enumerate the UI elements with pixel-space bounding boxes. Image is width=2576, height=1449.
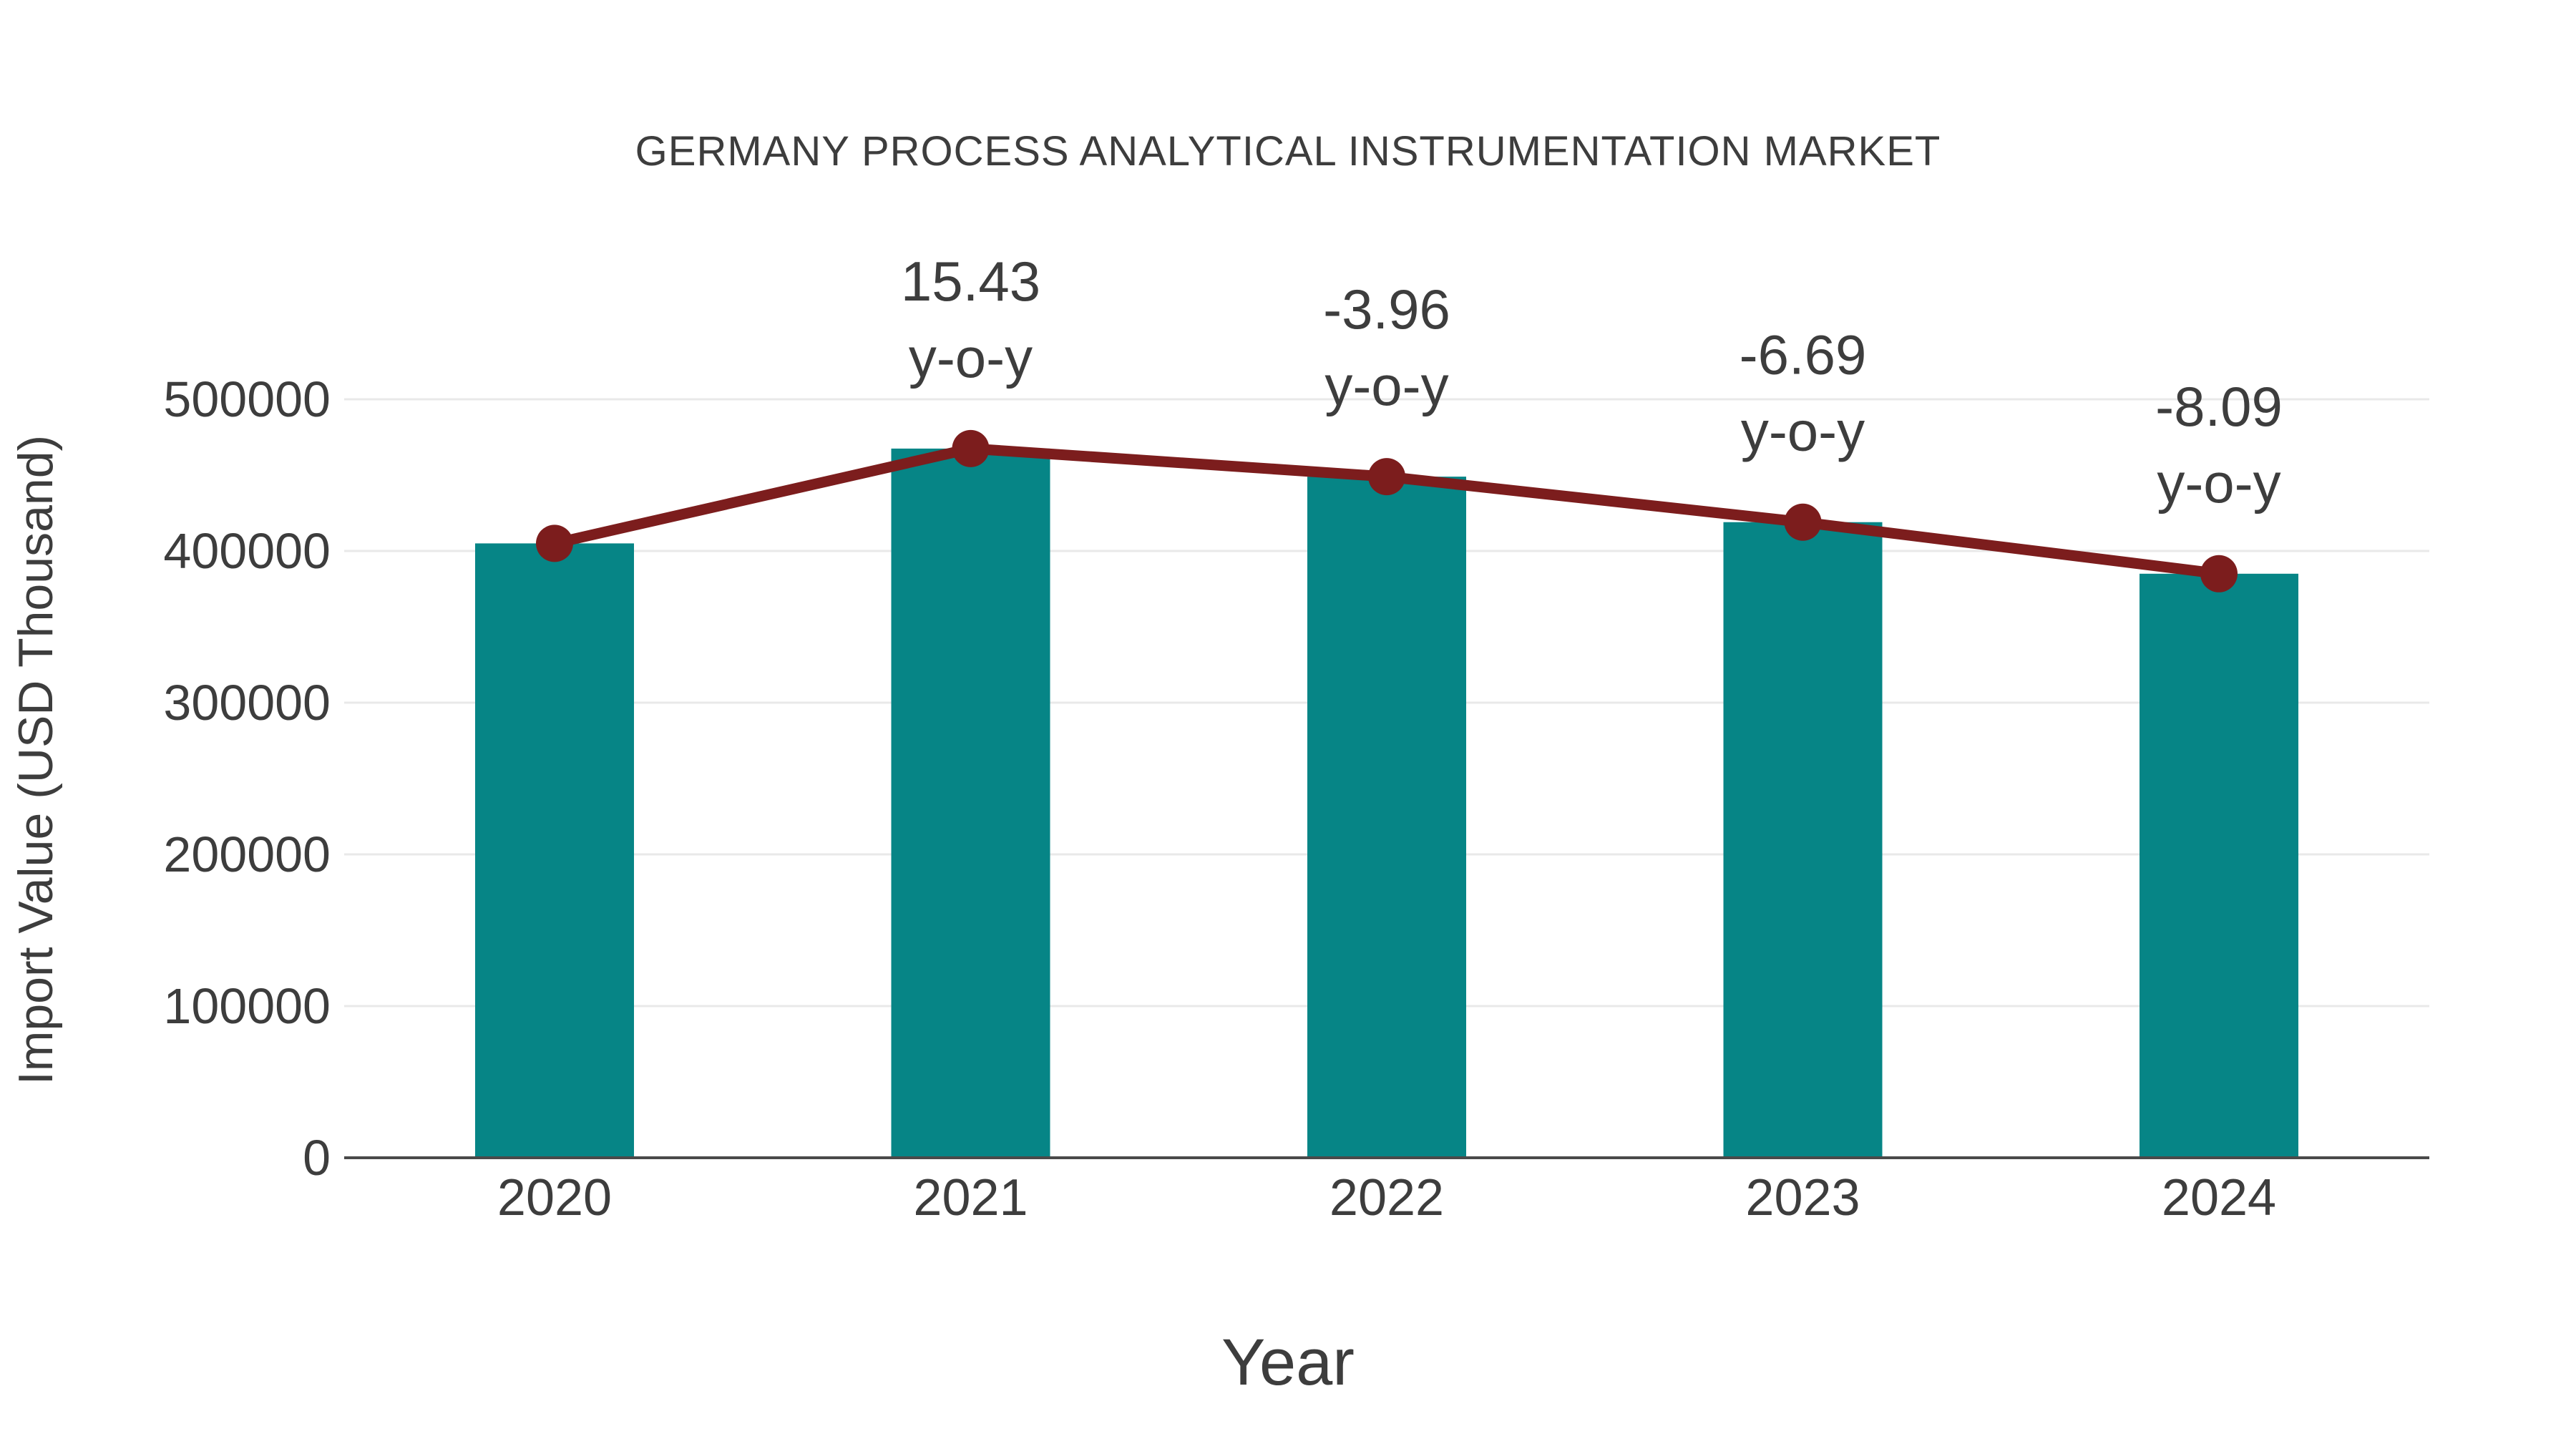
marker-2023 (1784, 503, 1822, 541)
marker-2021 (952, 429, 990, 467)
annotation-value-2023: -6.69 (1740, 323, 1867, 386)
bar-2020 (475, 543, 634, 1158)
x-tick-label-2020: 2020 (497, 1169, 612, 1226)
x-axis-title: Year (1221, 1326, 1355, 1399)
y-axis-title: Import Value (USD Thousand) (9, 434, 63, 1085)
x-tick-label-2024: 2024 (2162, 1169, 2276, 1226)
marker-2022 (1368, 458, 1405, 496)
y-tick-label-100000: 100000 (163, 978, 331, 1034)
annotation-suffix-2023: y-o-y (1741, 400, 1865, 463)
y-tick-label-0: 0 (303, 1130, 331, 1186)
y-tick-label-300000: 300000 (163, 675, 331, 731)
annotation-value-2024: -8.09 (2155, 375, 2283, 438)
marker-2020 (536, 525, 573, 562)
annotation-suffix-2021: y-o-y (909, 326, 1033, 389)
annotation-value-2022: -3.96 (1323, 278, 1450, 341)
annotation-suffix-2022: y-o-y (1324, 354, 1448, 417)
bar-2024 (2140, 573, 2298, 1158)
x-tick-label-2022: 2022 (1330, 1169, 1444, 1226)
annotation-value-2021: 15.43 (901, 250, 1040, 313)
bar-2023 (1723, 522, 1883, 1158)
y-tick-label-500000: 500000 (163, 371, 331, 427)
x-tick-label-2023: 2023 (1745, 1169, 1860, 1226)
y-tick-label-400000: 400000 (163, 523, 331, 579)
y-tick-label-200000: 200000 (163, 826, 331, 882)
bar-2022 (1307, 477, 1466, 1158)
marker-2024 (2200, 555, 2238, 592)
annotation-suffix-2024: y-o-y (2157, 452, 2280, 514)
chart-title: GERMANY PROCESS ANALYTICAL INSTRUMENTATI… (635, 128, 1941, 175)
x-tick-label-2021: 2021 (913, 1169, 1028, 1226)
bar-2021 (891, 448, 1050, 1158)
